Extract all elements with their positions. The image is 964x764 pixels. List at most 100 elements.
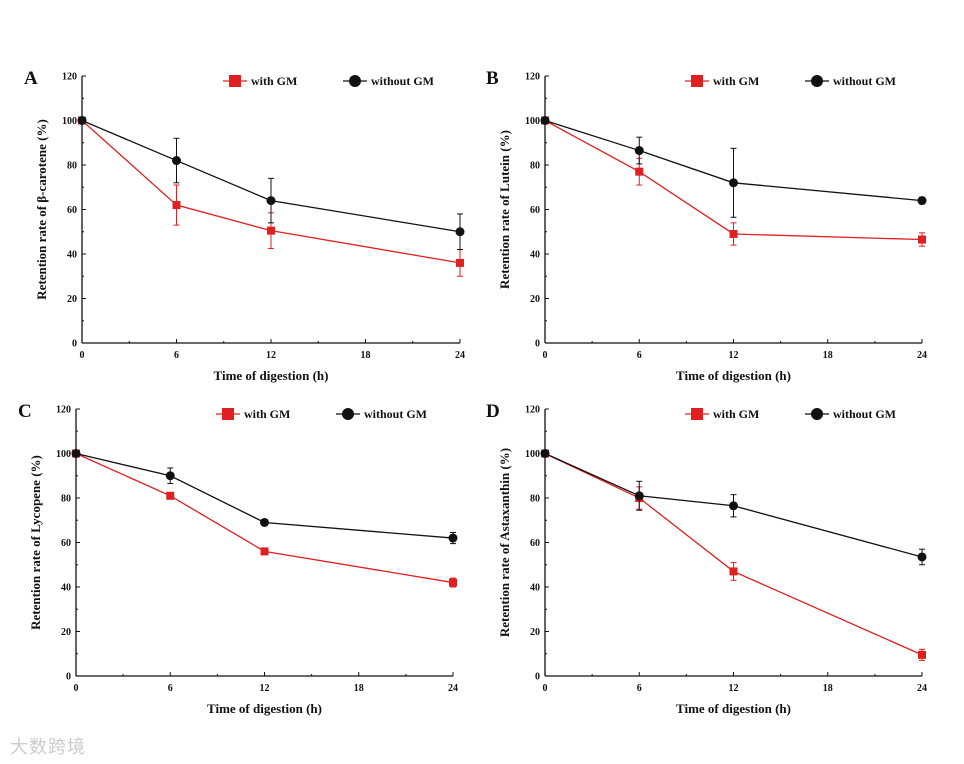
y-tick-label: 100 xyxy=(525,116,540,127)
data-point xyxy=(635,167,644,176)
data-point xyxy=(917,552,927,562)
data-point xyxy=(918,650,926,659)
data-point xyxy=(267,226,275,235)
legend-marker xyxy=(229,75,241,87)
x-tick-label: 24 xyxy=(917,683,927,694)
y-axis-title: Retention rate of Lycopene (%) xyxy=(28,455,43,630)
data-point xyxy=(71,449,81,458)
series-without-gm xyxy=(540,116,927,218)
data-point xyxy=(266,196,276,206)
data-point xyxy=(456,258,464,267)
x-tick-label: 6 xyxy=(174,350,179,361)
y-tick-label: 120 xyxy=(56,405,71,416)
chart-panel-a: A 0 20 40 60 80 100 120 0 6 12 18 24 Time of digestio… xyxy=(24,68,465,383)
legend-label: with GM xyxy=(713,407,759,421)
y-tick-label: 40 xyxy=(530,250,540,261)
series-line xyxy=(75,452,454,539)
y-tick-label: 20 xyxy=(67,294,77,305)
legend-item: without GM xyxy=(343,74,434,88)
x-tick-label: 18 xyxy=(823,683,833,694)
data-point xyxy=(729,178,738,188)
series-without-gm xyxy=(71,449,458,545)
panel-label: A xyxy=(24,68,38,89)
chart-panel-c: C 0 20 40 60 80 100 120 0 6 12 18 24 Time of digestio… xyxy=(18,401,458,716)
legend-item: with GM xyxy=(685,74,759,88)
legend-label: without GM xyxy=(364,407,427,421)
x-tick-label: 12 xyxy=(729,683,739,694)
x-tick-label: 12 xyxy=(729,350,739,361)
data-point xyxy=(729,567,738,576)
y-tick-label: 80 xyxy=(530,161,540,172)
y-tick-label: 40 xyxy=(61,583,71,594)
data-point xyxy=(260,547,269,556)
legend-item: with GM xyxy=(223,74,297,88)
x-tick-label: 0 xyxy=(80,350,85,361)
x-tick-label: 0 xyxy=(543,350,548,361)
data-point xyxy=(77,116,87,125)
legend-marker xyxy=(811,75,823,87)
data-point xyxy=(634,491,644,501)
legend-marker xyxy=(349,75,361,87)
legend-item: without GM xyxy=(805,407,896,421)
x-tick-label: 12 xyxy=(266,350,276,361)
y-tick-label: 60 xyxy=(67,205,77,216)
panel-label: D xyxy=(486,401,500,422)
x-axis-title: Time of digestion (h) xyxy=(676,701,791,716)
y-tick-label: 120 xyxy=(525,72,540,83)
y-tick-label: 20 xyxy=(530,627,540,638)
y-axis-title: Retention rate of Lutein (%) xyxy=(497,130,512,289)
series-line xyxy=(81,120,461,264)
y-tick-label: 60 xyxy=(530,205,540,216)
series-line xyxy=(544,452,923,558)
series-line xyxy=(81,119,461,233)
y-tick-label: 0 xyxy=(72,339,77,350)
legend-marker xyxy=(342,408,354,420)
data-point xyxy=(918,235,926,244)
legend-label: without GM xyxy=(833,74,896,88)
data-point xyxy=(917,196,927,206)
series-line xyxy=(75,452,454,584)
legend-marker xyxy=(691,408,703,420)
legend-item: without GM xyxy=(336,407,427,421)
y-tick-label: 80 xyxy=(530,494,540,505)
chart-panel-b: B 0 20 40 60 80 100 120 0 6 12 18 24 Time of digestio… xyxy=(486,68,927,383)
data-point xyxy=(455,227,465,237)
y-tick-label: 0 xyxy=(535,339,540,350)
series-without-gm xyxy=(77,116,465,251)
panel-label: C xyxy=(18,401,32,422)
y-tick-label: 80 xyxy=(61,494,71,505)
data-point xyxy=(166,491,175,500)
x-tick-label: 6 xyxy=(637,683,642,694)
y-tick-label: 0 xyxy=(66,672,71,683)
x-axis-title: Time of digestion (h) xyxy=(676,368,791,383)
y-tick-label: 100 xyxy=(525,449,540,460)
legend-item: with GM xyxy=(216,407,290,421)
legend-item: with GM xyxy=(685,407,759,421)
data-point xyxy=(172,201,181,210)
y-tick-label: 60 xyxy=(530,538,540,549)
data-point xyxy=(172,156,181,166)
legend-label: with GM xyxy=(713,74,759,88)
data-point xyxy=(634,146,644,156)
data-point xyxy=(449,578,457,587)
series-with-gm xyxy=(541,449,926,661)
data-point xyxy=(729,501,738,511)
data-point xyxy=(448,533,458,543)
y-tick-label: 120 xyxy=(62,72,77,83)
data-point xyxy=(165,471,175,481)
x-tick-label: 12 xyxy=(260,683,270,694)
y-tick-label: 60 xyxy=(61,538,71,549)
y-tick-label: 20 xyxy=(61,627,71,638)
legend-label: with GM xyxy=(244,407,290,421)
data-point xyxy=(540,116,550,125)
legend-label: without GM xyxy=(833,407,896,421)
y-tick-label: 100 xyxy=(56,449,71,460)
y-axis-title: Retention rate of β-carotene (%) xyxy=(34,119,49,300)
series-without-gm xyxy=(540,449,927,566)
x-tick-label: 24 xyxy=(917,350,927,361)
chart-panel-d: D 0 20 40 60 80 100 120 0 6 12 18 24 Time of digestio… xyxy=(486,401,927,716)
data-point xyxy=(729,229,738,238)
legend-label: with GM xyxy=(251,74,297,88)
watermark: 大数跨境 xyxy=(10,737,86,758)
